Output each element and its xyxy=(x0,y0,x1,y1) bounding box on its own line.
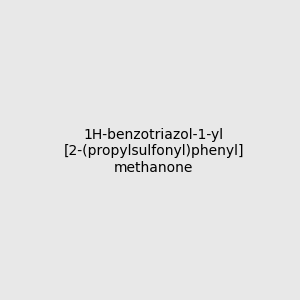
Text: 1H-benzotriazol-1-yl
[2-(propylsulfonyl)phenyl]
methanone: 1H-benzotriazol-1-yl [2-(propylsulfonyl)… xyxy=(64,128,244,175)
